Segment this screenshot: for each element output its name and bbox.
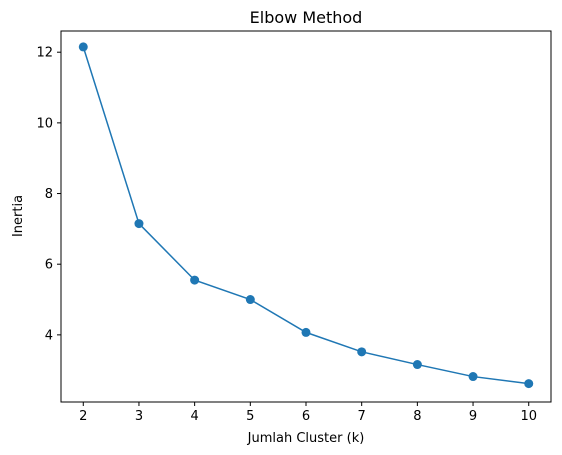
y-tick-label: 8 bbox=[45, 187, 53, 202]
data-point bbox=[245, 295, 255, 305]
chart-title: Elbow Method bbox=[250, 8, 363, 27]
x-tick-label: 8 bbox=[413, 409, 421, 424]
data-point bbox=[301, 327, 311, 337]
y-tick-label: 6 bbox=[45, 258, 53, 273]
series-layer bbox=[78, 42, 534, 389]
x-tick-label: 7 bbox=[358, 409, 366, 424]
y-tick-label: 12 bbox=[36, 46, 53, 61]
x-tick-label: 6 bbox=[302, 409, 310, 424]
y-tick-label: 10 bbox=[36, 116, 53, 131]
data-point bbox=[357, 347, 367, 357]
data-point bbox=[190, 275, 200, 285]
x-tick-label: 5 bbox=[246, 409, 254, 424]
x-tick-label: 4 bbox=[190, 409, 198, 424]
x-axis: 2 3 4 5 6 7 8 9 10 bbox=[79, 402, 537, 424]
y-axis: 4 6 8 10 12 bbox=[36, 46, 61, 343]
y-tick-label: 4 bbox=[45, 328, 53, 343]
plot-area bbox=[60, 30, 552, 403]
data-point bbox=[524, 379, 534, 389]
x-tick-label: 3 bbox=[135, 409, 143, 424]
x-tick-label: 10 bbox=[520, 409, 537, 424]
data-point bbox=[412, 360, 422, 370]
data-point bbox=[134, 219, 144, 229]
x-tick-label: 2 bbox=[79, 409, 87, 424]
x-axis-label: Jumlah Cluster (k) bbox=[247, 431, 365, 446]
data-point bbox=[468, 372, 478, 382]
x-tick-label: 9 bbox=[469, 409, 477, 424]
y-axis-label: Inertia bbox=[11, 195, 26, 237]
data-point bbox=[78, 42, 88, 52]
